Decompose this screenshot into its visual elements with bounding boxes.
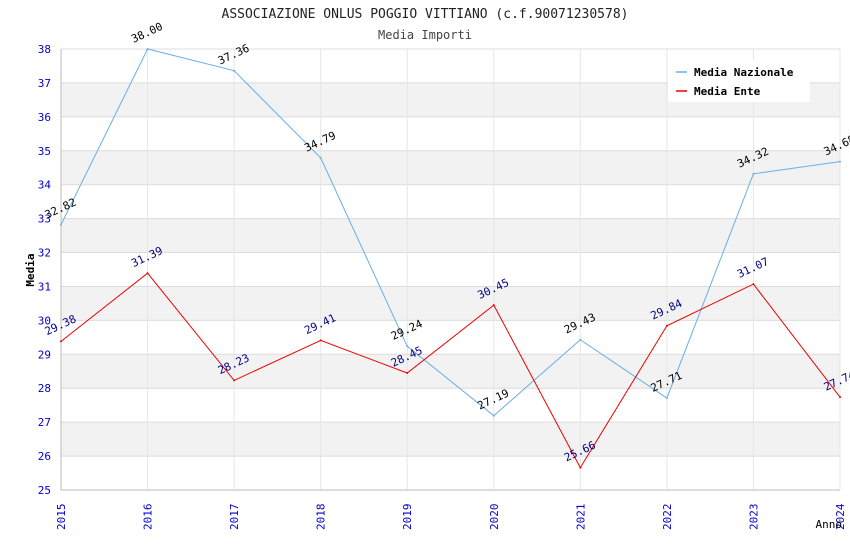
- x-tick-label: 2018: [315, 504, 328, 531]
- legend-box: [668, 60, 810, 102]
- x-tick-label: 2024: [834, 503, 847, 530]
- data-point: [319, 156, 322, 159]
- data-point: [146, 272, 149, 275]
- legend: Media Nazionale Media Ente: [668, 60, 810, 102]
- y-tick-label: 37: [38, 77, 51, 90]
- x-tick-label: 2016: [142, 504, 155, 531]
- data-point: [579, 338, 582, 341]
- grid-band: [61, 422, 840, 457]
- grid-band: [61, 354, 840, 389]
- series-line-media-nazionale: [60, 48, 841, 417]
- x-tick-label: 2019: [401, 504, 414, 531]
- chart-subtitle: Media Importi: [378, 28, 472, 42]
- y-tick-label: 26: [38, 450, 51, 463]
- y-tick-label: 27: [38, 416, 51, 429]
- data-point: [579, 466, 582, 469]
- x-tick-label: 2015: [55, 504, 68, 531]
- grid-bands: [61, 82, 840, 457]
- data-point: [492, 304, 495, 307]
- data-point: [839, 396, 841, 399]
- data-point: [752, 283, 755, 286]
- grid-band: [61, 150, 840, 185]
- x-tick-label: 2020: [488, 504, 501, 531]
- chart-title: ASSOCIAZIONE ONLUS POGGIO VITTIANO (c.f.…: [222, 7, 629, 22]
- data-point: [60, 340, 62, 343]
- data-point: [233, 69, 236, 72]
- data-point: [492, 414, 495, 417]
- y-tick-label: 38: [38, 43, 51, 56]
- y-tick-label: 33: [38, 213, 51, 226]
- y-tick-label: 30: [38, 314, 51, 327]
- grid-band: [61, 218, 840, 253]
- grid-band: [61, 286, 840, 321]
- data-point: [60, 223, 62, 226]
- y-tick-label: 34: [38, 179, 52, 192]
- y-tick-label: 25: [38, 484, 51, 497]
- data-point: [319, 339, 322, 342]
- y-tick-label: 32: [38, 247, 51, 260]
- data-point: [406, 345, 409, 348]
- x-tick-label: 2023: [747, 504, 760, 531]
- legend-label: Media Nazionale: [694, 66, 794, 79]
- x-tick-label: 2017: [228, 504, 241, 531]
- axes: 25 26 27 28 29 30 31 32 33 34 35 36 37 38 2015 2016 2017…: [38, 43, 847, 530]
- x-axis-label: Anno: [816, 518, 843, 531]
- y-tick-label: 31: [38, 280, 51, 293]
- y-axis-label: Media: [24, 253, 37, 286]
- y-tick-label: 29: [38, 348, 51, 361]
- data-point: [665, 397, 668, 400]
- legend-label: Media Ente: [694, 85, 761, 98]
- y-tick-label: 28: [38, 382, 51, 395]
- data-point: [146, 48, 149, 50]
- data-point: [665, 324, 668, 327]
- y-tick-label: 35: [38, 145, 51, 158]
- data-point: [233, 379, 236, 382]
- data-point: [752, 172, 755, 175]
- data-point: [839, 160, 841, 163]
- data-point: [406, 371, 409, 374]
- y-tick-label: 36: [38, 111, 51, 124]
- series-layer: [60, 48, 841, 469]
- x-tick-label: 2021: [574, 504, 587, 531]
- data-label: 38.00: [129, 20, 165, 46]
- x-tick-label: 2022: [661, 504, 674, 531]
- series-line-media-ente: [60, 272, 841, 469]
